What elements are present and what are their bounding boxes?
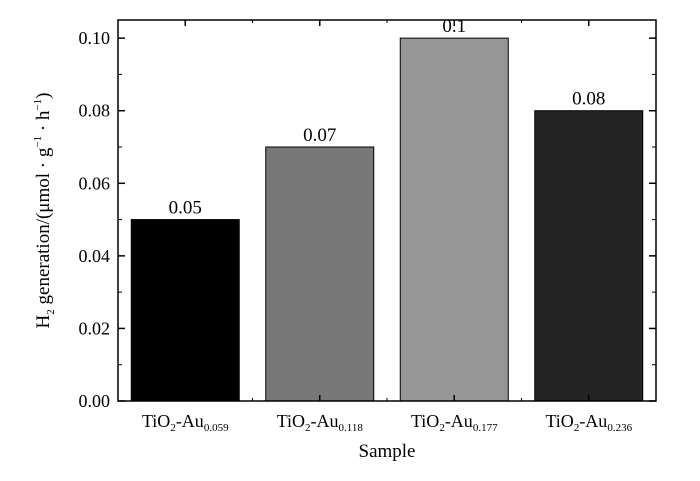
bar: [130, 219, 240, 402]
y-tick-label: 0.00: [79, 391, 111, 411]
data-label: 0.07: [303, 125, 336, 146]
y-tick-label: 0.08: [79, 101, 111, 121]
x-axis-title: Sample: [359, 441, 416, 462]
bar: [399, 37, 509, 402]
x-tick-label: TiO2-Au0.177: [411, 411, 498, 434]
bar: [534, 110, 644, 402]
x-tick-label: TiO2-Au0.236: [545, 411, 632, 434]
data-label: 0.08: [572, 89, 605, 110]
plot-frame: [117, 19, 657, 402]
y-tick-label: 0.04: [79, 246, 111, 266]
y-tick-label: 0.10: [79, 28, 111, 48]
bar: [265, 146, 375, 402]
bars-layer: [130, 37, 644, 402]
y-axis-ticks: 0.00 0.02 0.04 0.06 0.08 0.10: [79, 28, 656, 411]
x-tick-label: TiO2-Au0.118: [277, 411, 364, 434]
data-label: 0.1: [442, 16, 466, 37]
data-label: 0.05: [169, 198, 202, 219]
x-tick-label: TiO2-Au0.059: [142, 411, 229, 434]
y-tick-label: 0.02: [79, 318, 111, 338]
data-labels-layer: 0.05 0.07 0.1 0.08: [169, 16, 606, 218]
y-tick-label: 0.06: [79, 173, 111, 193]
x-axis-categories: TiO2-Au0.059 TiO2-Au0.118 TiO2-Au0.177 TiO2…: [142, 20, 633, 434]
y-axis-title: H2 generation/(μmol · g−1 · h−1): [32, 93, 57, 329]
